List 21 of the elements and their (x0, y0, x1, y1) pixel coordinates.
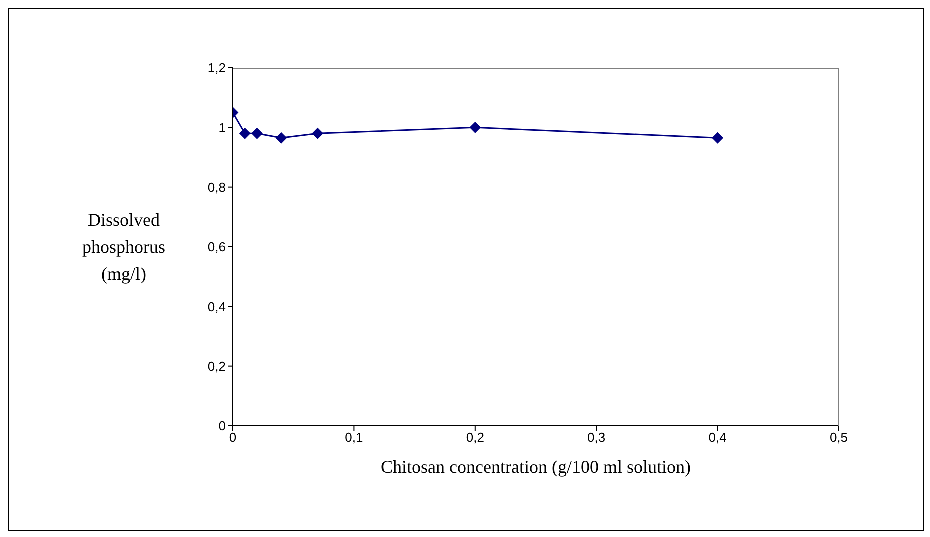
x-axis-title: Chitosan concentration (g/100 ml solution) (380, 457, 692, 478)
x-tick-label: 0,5 (830, 430, 848, 446)
y-tick-label: 1,2 (208, 60, 226, 76)
point (252, 128, 263, 140)
y-tick-label: 0,4 (208, 299, 226, 314)
y-tick-label: 0,2 (208, 358, 226, 374)
x-tick-label: 0,3 (588, 430, 606, 446)
point (712, 132, 724, 144)
x-tick-label: 0,4 (708, 430, 727, 446)
x-tick-label: 0,1 (345, 430, 364, 446)
x-tick-label: 0,2 (466, 430, 484, 446)
point (276, 132, 287, 144)
y-tick-label: 1 (218, 120, 226, 136)
y-axis-title: Dissolved phosphorus (mg/l) (81, 209, 166, 286)
x-tick-label: 0 (229, 430, 237, 446)
y-tick-label: 0 (218, 418, 226, 434)
point (240, 128, 251, 140)
y-tick-label: 0,6 (208, 240, 226, 255)
point (470, 122, 481, 134)
y-tick-label: 0,8 (208, 180, 226, 195)
point (312, 128, 324, 140)
